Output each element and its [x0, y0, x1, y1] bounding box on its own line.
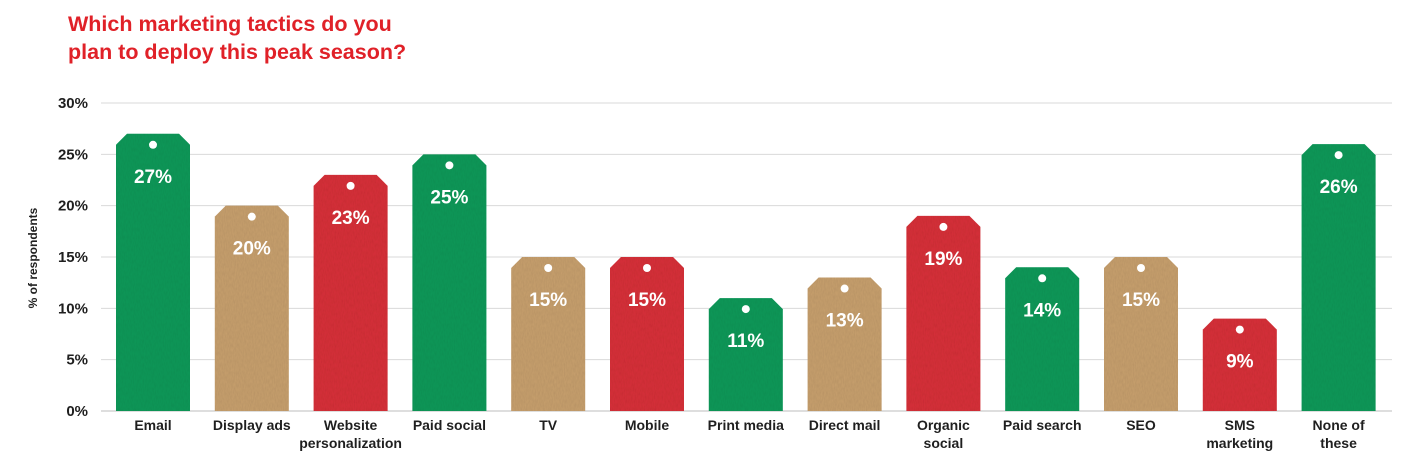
data-label: 11% [727, 331, 764, 352]
x-category-label: Paid social [413, 417, 486, 433]
bar-group: 14% [1005, 267, 1080, 411]
data-label: 19% [924, 249, 962, 270]
tag-hole [346, 181, 355, 190]
tag-hole [1038, 274, 1047, 283]
x-category-label-line: Mobile [625, 417, 670, 433]
x-category-label-line: Direct mail [809, 417, 881, 433]
x-category-label-line: social [924, 435, 964, 451]
bar [1202, 318, 1277, 411]
tag-hole [840, 284, 849, 293]
bar [807, 277, 882, 411]
data-label: 9% [1226, 352, 1254, 373]
tag-hole [741, 305, 750, 314]
bar-group: 9% [1202, 318, 1277, 411]
y-tick-label: 15% [58, 249, 88, 266]
x-category-label-line: SMS [1225, 417, 1255, 433]
data-label: 15% [1122, 290, 1160, 311]
x-category-label-line: these [1320, 435, 1357, 451]
x-category-label: Email [134, 417, 171, 433]
bar [214, 205, 289, 411]
chart-title-line-1: Which marketing tactics do you [68, 12, 392, 36]
bar-group: 23% [313, 174, 388, 411]
tag-hole [1334, 151, 1343, 160]
x-category-label-line: SEO [1126, 417, 1156, 433]
x-category-label: Organic social [917, 417, 970, 451]
x-category-label: SEO [1126, 417, 1156, 433]
data-label: 14% [1023, 300, 1061, 321]
x-category-label-line: Display ads [213, 417, 291, 433]
x-category-label-line: Organic [917, 417, 970, 433]
data-label: 23% [332, 208, 370, 229]
bar-group: 19% [906, 215, 981, 411]
data-label: 15% [529, 290, 567, 311]
bar-group: 27% [116, 133, 190, 412]
x-category-label: SMS marketing [1206, 417, 1273, 451]
y-tick-label: 25% [58, 146, 88, 163]
bar [708, 298, 783, 411]
chart-title-line-2: plan to deploy this peak season? [68, 40, 407, 64]
bar [511, 257, 586, 411]
x-category-label: None of these [1313, 417, 1365, 451]
x-category-label-line: Website [324, 417, 378, 433]
bar [906, 215, 981, 411]
x-category-label-line: marketing [1206, 435, 1273, 451]
data-label: 20% [233, 239, 271, 260]
tag-hole [643, 264, 651, 272]
x-category-label-line: Print media [708, 417, 784, 433]
bar-group: 20% [214, 205, 289, 411]
bar-group: 25% [412, 154, 487, 412]
x-category-label: Display ads [213, 417, 291, 433]
y-tick-label: 5% [66, 352, 88, 369]
bar-group: 13% [807, 277, 882, 411]
bar [116, 133, 190, 412]
tag-hole [544, 264, 553, 272]
tag-hole [939, 222, 948, 231]
y-axis-ticks: 0% 5% 10% 15% 20% 25% 30% [58, 95, 88, 420]
x-category-label-line: Paid social [413, 417, 486, 433]
data-label: 15% [628, 290, 666, 311]
chart-title: Which marketing tactics do you plan to d… [68, 10, 528, 66]
bar [1104, 257, 1178, 411]
x-category-label: Website personalization [299, 417, 402, 451]
bar-group: 15% [511, 257, 586, 411]
bar-group: 11% [708, 298, 783, 411]
bar [313, 174, 388, 411]
y-tick-label: 30% [58, 95, 88, 112]
bar [412, 154, 487, 412]
bars: 27% 20% 23% 25% 15% 15% 11% 13% 19% 14% 15% 9% 26% [116, 133, 1376, 412]
x-category-label-line: personalization [299, 435, 402, 451]
y-tick-label: 0% [66, 403, 88, 420]
tag-hole [247, 212, 256, 221]
bar [610, 257, 684, 411]
data-label: 27% [134, 167, 172, 188]
y-axis-label: % of respondents [26, 207, 40, 308]
bar [1005, 267, 1080, 411]
x-category-label: Print media [708, 417, 784, 433]
tag-hole [149, 140, 157, 149]
x-category-label-line: Email [134, 417, 171, 433]
data-label: 26% [1320, 177, 1358, 198]
x-category-label: TV [539, 417, 558, 433]
tag-hole [1235, 325, 1244, 334]
y-tick-label: 10% [58, 300, 88, 317]
x-category-label: Mobile [625, 417, 670, 433]
x-category-label: Direct mail [809, 417, 881, 433]
bar [1301, 144, 1376, 412]
bar-group: 26% [1301, 144, 1376, 412]
bar-group: 15% [610, 257, 684, 411]
x-category-label-line: None of [1313, 417, 1365, 433]
tag-hole [1137, 264, 1145, 272]
x-category-label-line: Paid search [1003, 417, 1082, 433]
x-category-label-line: TV [539, 417, 558, 433]
x-category-label: Paid search [1003, 417, 1082, 433]
data-label: 25% [430, 187, 468, 208]
data-label: 13% [826, 311, 864, 332]
bar-group: 15% [1104, 257, 1178, 411]
y-tick-label: 20% [58, 198, 88, 215]
x-axis-categories: Email Display ads Website personalization Pa… [134, 417, 1365, 451]
tag-hole [445, 161, 454, 170]
